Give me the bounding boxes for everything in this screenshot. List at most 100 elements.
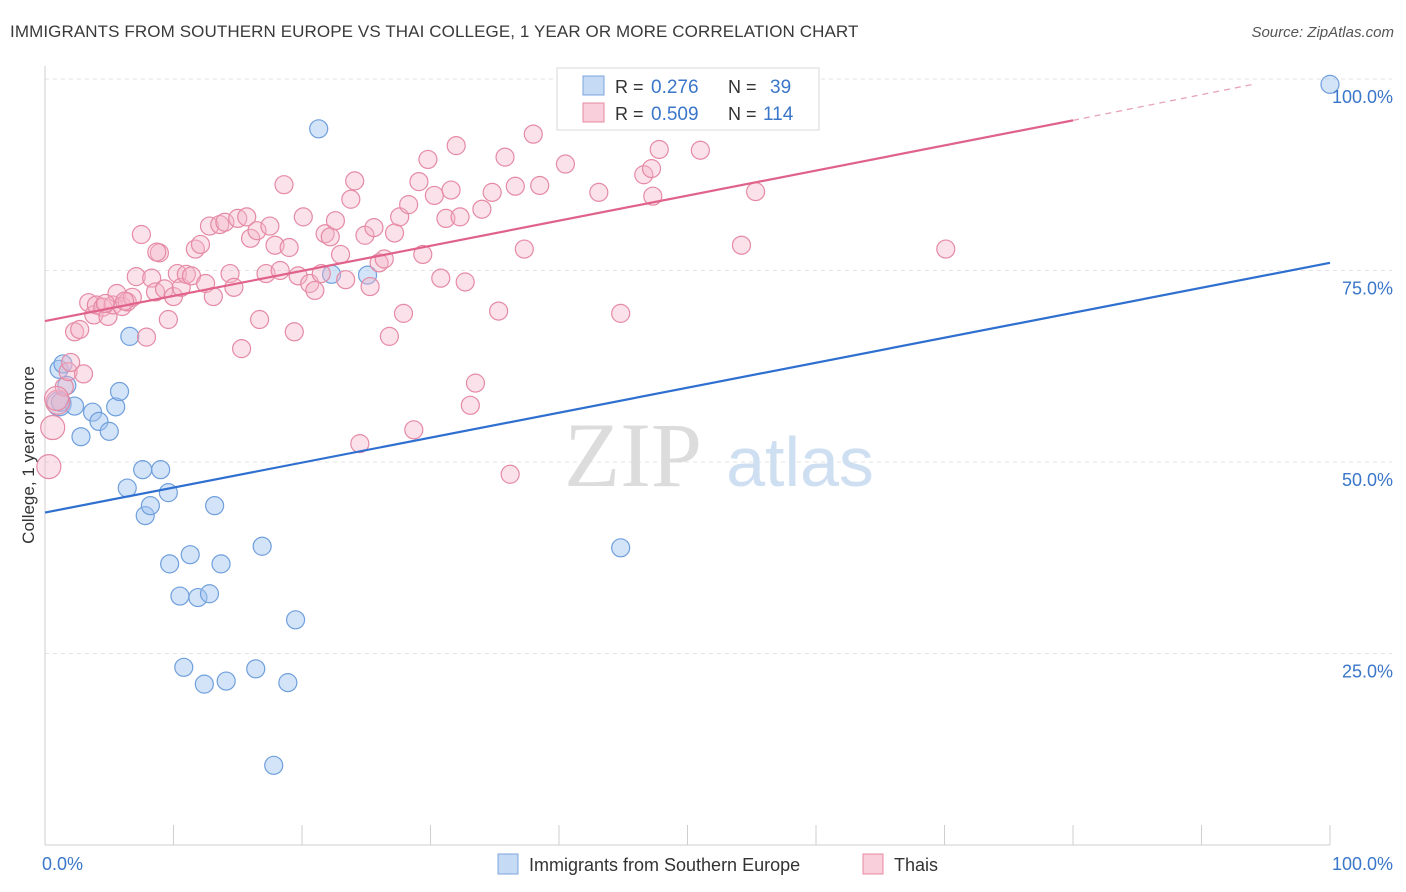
data-point-thais (336, 270, 356, 290)
x-tick-label: 0.0% (42, 854, 83, 874)
data-point-thais (126, 267, 146, 287)
data-point-thais (36, 453, 62, 480)
data-point-thais (260, 216, 280, 236)
bottom-legend-label-1: Immigrants from Southern Europe (529, 855, 800, 875)
data-point-southern-europe (106, 397, 126, 417)
data-point-thais (274, 175, 294, 195)
watermark-zip: ZIP (564, 404, 702, 506)
data-point-southern-europe (211, 554, 231, 574)
data-point-thais (455, 272, 475, 292)
legend-n-label-2: N = (728, 104, 757, 124)
data-point-thais (731, 235, 752, 255)
data-point-thais (393, 303, 414, 323)
data-point-thais (431, 268, 451, 288)
chart-title: IMMIGRANTS FROM SOUTHERN EUROPE VS THAI … (10, 22, 859, 41)
data-point-thais (460, 395, 480, 415)
trend-line-thais (44, 119, 1074, 323)
data-point-thais (746, 182, 766, 202)
legend-r-label-2: R = (615, 104, 644, 124)
data-point-thais (40, 414, 66, 441)
data-point-thais (345, 171, 365, 191)
data-point-southern-europe (140, 496, 160, 516)
data-point-southern-europe (216, 671, 236, 691)
legend-n-label-1: N = (728, 77, 757, 97)
legend-swatch-blue (582, 75, 605, 96)
data-point-southern-europe (109, 381, 130, 402)
legend-n-value-2: 114 (763, 104, 794, 125)
data-point-thais (232, 339, 252, 359)
data-point-southern-europe (133, 460, 153, 480)
data-point-thais (320, 227, 340, 247)
data-point-thais (325, 211, 346, 231)
data-point-thais (505, 176, 525, 196)
data-point-thais (555, 154, 576, 174)
y-tick-label: 25.0% (1342, 662, 1393, 682)
bottom-legend-swatch-pink (862, 853, 884, 875)
data-point-thais (279, 237, 299, 258)
bottom-legend: Immigrants from Southern Europe Thais (497, 853, 938, 875)
data-point-southern-europe (120, 326, 140, 346)
data-point-southern-europe (309, 119, 329, 139)
data-point-thais (341, 189, 361, 209)
data-point-southern-europe (252, 536, 272, 556)
data-point-thais (379, 326, 399, 346)
data-point-thais (641, 159, 662, 179)
source-label: Source: ZipAtlas.com (1251, 24, 1394, 41)
watermark-atlas: atlas (726, 423, 874, 501)
data-point-thais (241, 228, 261, 248)
trend-lines (44, 83, 1331, 514)
grid-lines (45, 78, 1392, 654)
data-point-thais (436, 208, 456, 229)
data-point-thais (649, 139, 669, 160)
data-point-thais (249, 309, 270, 330)
data-point-thais (523, 124, 543, 144)
data-point-thais (73, 364, 94, 384)
data-point-thais (514, 239, 534, 259)
y-tick-label: 50.0% (1342, 470, 1393, 490)
data-point-southern-europe (180, 545, 200, 565)
trend-line-thais-extension (1072, 83, 1254, 122)
data-point-thais (489, 301, 509, 321)
data-point-thais (936, 239, 956, 259)
data-point-thais (446, 136, 466, 156)
data-point-thais (293, 207, 313, 227)
data-point-thais (482, 182, 502, 202)
y-axis-label: College, 1 year or more (19, 366, 38, 544)
data-point-thais (690, 140, 710, 160)
data-point-thais (369, 253, 389, 273)
data-point-thais (265, 235, 285, 255)
data-point-thais (530, 175, 550, 196)
data-point-thais (305, 280, 325, 301)
data-point-thais (131, 224, 151, 245)
data-point-thais (424, 185, 444, 206)
legend-n-value-1: 39 (770, 77, 791, 98)
data-point-thais (450, 207, 470, 227)
data-point-southern-europe (160, 554, 180, 574)
data-point-thais (409, 172, 429, 192)
data-point-southern-europe (188, 587, 208, 608)
data-point-thais (190, 234, 211, 255)
legend-swatch-pink (582, 102, 605, 123)
data-point-thais (136, 327, 157, 347)
data-point-thais (441, 180, 461, 200)
data-point-thais (247, 221, 267, 241)
y-tick-label: 100.0% (1332, 87, 1393, 107)
y-tick-label: 75.0% (1342, 279, 1393, 299)
data-point-thais (589, 182, 609, 202)
data-point-thais (224, 277, 244, 297)
data-point-thais (465, 373, 486, 393)
data-point-thais (70, 319, 90, 340)
data-point-southern-europe (71, 427, 91, 447)
bottom-legend-swatch-blue (497, 853, 519, 875)
data-point-southern-europe (135, 506, 155, 526)
data-point-thais (413, 244, 433, 265)
data-point-thais (43, 385, 70, 412)
data-point-southern-europe (194, 674, 214, 694)
data-point-southern-europe (1320, 74, 1340, 94)
data-point-southern-europe (278, 673, 298, 693)
data-point-thais (315, 224, 335, 244)
data-point-southern-europe (205, 496, 225, 516)
data-point-thais (199, 216, 220, 236)
trend-line-southern-europe (44, 261, 1331, 514)
